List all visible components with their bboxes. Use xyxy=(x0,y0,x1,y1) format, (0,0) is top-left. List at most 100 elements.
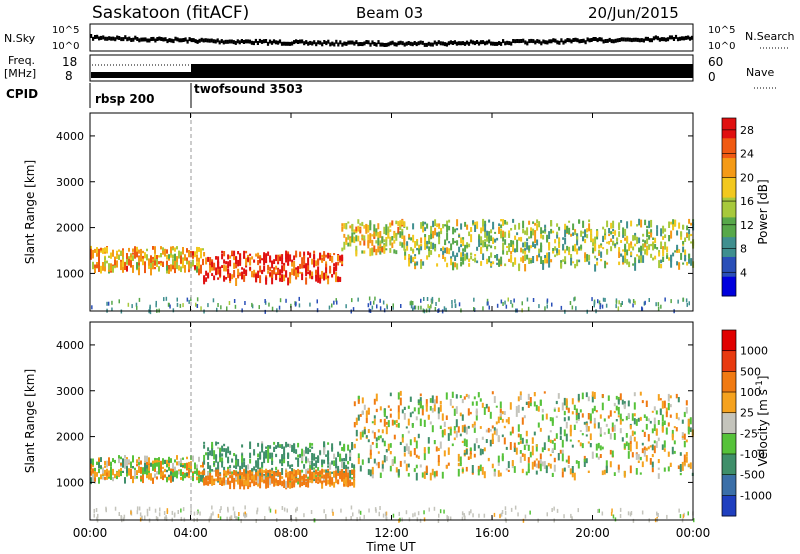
heatmap-cell xyxy=(417,305,420,310)
heatmap-cell xyxy=(245,270,248,273)
heatmap-cell xyxy=(249,470,252,473)
heatmap-cell xyxy=(154,258,156,266)
heatmap-cell xyxy=(349,225,352,229)
heatmap-cell xyxy=(92,458,94,466)
heatmap-cell xyxy=(392,305,394,310)
heatmap-cell xyxy=(541,414,544,421)
heatmap-cell xyxy=(381,460,384,466)
nsky-mark xyxy=(433,40,436,45)
heatmap-cell xyxy=(368,508,370,513)
nsky-mark xyxy=(351,40,354,45)
heatmap-cell xyxy=(410,237,413,241)
nsky-mark xyxy=(303,41,306,46)
heatmap-cell xyxy=(154,266,156,270)
heatmap-cell xyxy=(431,296,434,301)
heatmap-cell xyxy=(243,469,246,477)
heatmap-cell xyxy=(641,448,644,454)
heatmap-cell xyxy=(140,253,142,262)
heatmap-cell xyxy=(285,271,288,278)
heatmap-cell xyxy=(453,426,456,431)
heatmap-cell xyxy=(557,407,560,412)
heatmap-cell xyxy=(367,408,370,414)
heatmap-cell xyxy=(369,240,372,244)
heatmap-cell xyxy=(509,402,512,410)
heatmap-cell xyxy=(483,471,486,479)
heatmap-cell xyxy=(513,298,515,303)
heatmap-cell xyxy=(257,453,260,458)
x-axis-label: Time UT xyxy=(365,540,416,554)
heatmap-cell xyxy=(685,452,688,457)
heatmap-cell xyxy=(401,231,404,236)
heatmap-cell xyxy=(261,445,264,453)
heatmap-cell xyxy=(341,261,344,265)
heatmap-cell xyxy=(660,259,663,264)
heatmap-cell xyxy=(486,298,489,303)
heatmap-cell xyxy=(560,262,563,269)
heatmap-cell xyxy=(92,468,94,473)
heatmap-cell xyxy=(508,230,511,237)
heatmap-cell xyxy=(203,444,206,449)
nsky-mark xyxy=(311,41,314,46)
heatmap-cell xyxy=(563,429,566,437)
heatmap-cell xyxy=(661,421,664,427)
heatmap-cell xyxy=(136,506,139,511)
heatmap-cell xyxy=(369,449,372,456)
heatmap-cell xyxy=(353,466,356,472)
nsky-mark xyxy=(574,37,577,42)
heatmap-cell xyxy=(687,463,690,467)
heatmap-cell xyxy=(279,275,282,278)
heatmap-cell xyxy=(361,410,364,415)
colorbar-tick-label: 100 xyxy=(740,386,761,399)
heatmap-cell xyxy=(397,422,400,428)
heatmap-cell xyxy=(381,247,384,253)
heatmap-cell xyxy=(221,480,224,486)
nsky-mark xyxy=(524,40,527,45)
heatmap-cell xyxy=(255,461,258,468)
heatmap-cell xyxy=(295,449,298,454)
heatmap-cell xyxy=(339,453,342,461)
heatmap-cell xyxy=(112,265,114,273)
nsky-mark xyxy=(108,36,111,41)
heatmap-cell xyxy=(122,250,124,258)
heatmap-cell xyxy=(160,253,162,258)
heatmap-cell xyxy=(385,449,388,453)
nsky-mark xyxy=(500,41,503,46)
heatmap-cell xyxy=(574,231,577,235)
heatmap-cell xyxy=(269,482,272,486)
heatmap-cell xyxy=(352,307,355,312)
nsky-mark xyxy=(594,37,597,41)
nsky-mark xyxy=(244,39,247,44)
heatmap-cell xyxy=(303,464,306,469)
heatmap-cell xyxy=(291,449,294,452)
heatmap-cell xyxy=(468,231,471,237)
heatmap-cell xyxy=(303,265,306,269)
heatmap-cell xyxy=(123,514,126,519)
heatmap-cell xyxy=(519,440,522,444)
heatmap-cell xyxy=(156,255,158,260)
heatmap-cell xyxy=(203,276,206,285)
heatmap-cell xyxy=(363,225,366,229)
heatmap-cell xyxy=(261,443,264,449)
heatmap-cell xyxy=(263,457,266,464)
heatmap-cell xyxy=(423,447,426,451)
heatmap-cell xyxy=(604,228,607,234)
heatmap-cell xyxy=(647,434,650,442)
heatmap-cell xyxy=(438,308,440,313)
heatmap-cell xyxy=(241,308,243,313)
heatmap-cell xyxy=(468,511,471,516)
heatmap-cell xyxy=(631,452,634,458)
heatmap-cell xyxy=(273,475,276,479)
colorbar-tick-label: -25 xyxy=(740,427,758,440)
heatmap-cell xyxy=(680,252,683,260)
heatmap-cell xyxy=(446,247,449,254)
heatmap-cell xyxy=(375,393,378,402)
heatmap-cell xyxy=(235,471,238,477)
heatmap-cell xyxy=(345,456,348,462)
heatmap-cell xyxy=(98,255,100,263)
heatmap-cell xyxy=(166,459,168,464)
heatmap-cell xyxy=(317,455,320,460)
heatmap-cell xyxy=(446,515,448,520)
heatmap-cell xyxy=(265,446,268,449)
heatmap-cell xyxy=(98,477,100,484)
